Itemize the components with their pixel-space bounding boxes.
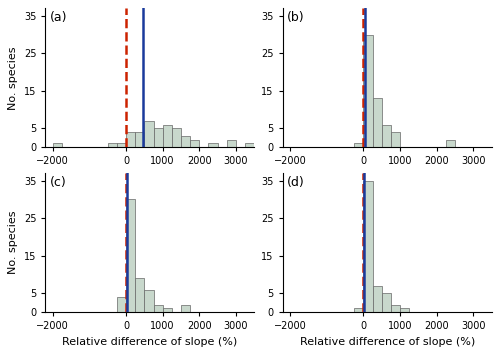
Bar xyxy=(117,143,126,147)
Bar xyxy=(135,278,144,312)
Bar xyxy=(372,286,382,312)
Bar xyxy=(181,305,190,312)
Text: (c): (c) xyxy=(50,176,66,189)
Bar xyxy=(227,140,236,147)
Bar xyxy=(364,181,372,312)
Bar xyxy=(446,140,455,147)
Text: (a): (a) xyxy=(50,11,67,24)
Bar xyxy=(108,143,117,147)
Bar xyxy=(354,308,364,312)
Bar xyxy=(391,305,400,312)
Text: (b): (b) xyxy=(287,11,304,24)
Bar xyxy=(391,132,400,147)
Bar xyxy=(117,297,126,312)
Bar xyxy=(208,143,218,147)
Bar xyxy=(400,308,409,312)
Bar xyxy=(382,293,391,312)
Bar xyxy=(135,132,144,147)
Bar xyxy=(144,121,154,147)
Bar xyxy=(364,34,372,147)
X-axis label: Relative difference of slope (%): Relative difference of slope (%) xyxy=(62,337,238,347)
Bar xyxy=(372,98,382,147)
Bar xyxy=(144,290,154,312)
Bar xyxy=(172,129,181,147)
Text: (d): (d) xyxy=(287,176,304,189)
Bar xyxy=(154,305,162,312)
Y-axis label: No. species: No. species xyxy=(8,46,18,110)
Bar xyxy=(162,125,172,147)
Bar xyxy=(126,200,135,312)
Bar xyxy=(245,143,254,147)
X-axis label: Relative difference of slope (%): Relative difference of slope (%) xyxy=(300,337,475,347)
Bar xyxy=(382,125,391,147)
Bar xyxy=(162,308,172,312)
Bar xyxy=(154,129,162,147)
Bar xyxy=(181,136,190,147)
Bar xyxy=(354,143,364,147)
Bar xyxy=(190,140,200,147)
Y-axis label: No. species: No. species xyxy=(8,211,18,274)
Bar xyxy=(52,143,62,147)
Bar xyxy=(126,132,135,147)
